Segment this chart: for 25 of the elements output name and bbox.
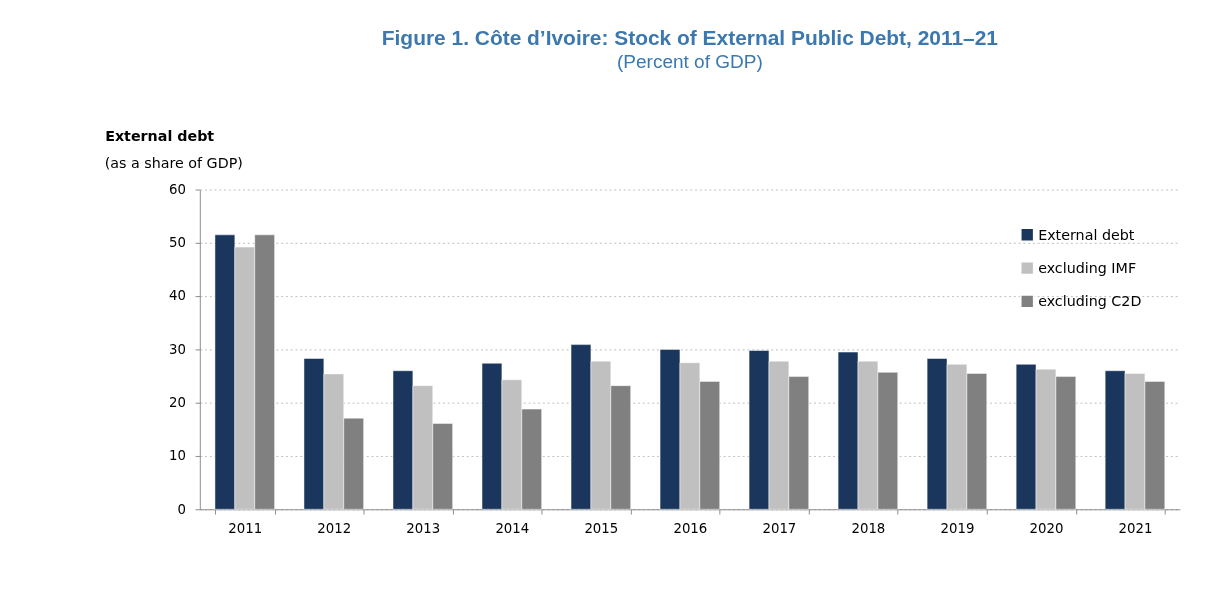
- x-tick-label: 2013: [406, 520, 441, 536]
- x-tick-label: 2017: [762, 520, 797, 536]
- x-tick-label: 2019: [940, 520, 975, 536]
- x-tick-label: 2011: [228, 520, 263, 536]
- legend-label: excluding C2D: [1038, 293, 1142, 310]
- y-tick-label: 10: [169, 448, 187, 464]
- chart-subtitle: (Percent of GDP): [616, 50, 763, 72]
- x-tick-label: 2015: [584, 520, 619, 536]
- x-tick-label: 2020: [1029, 520, 1064, 536]
- legend-label: External debt: [1038, 226, 1135, 243]
- text: (as a share of GDP): [104, 154, 243, 171]
- y-tick-label: 40: [169, 288, 187, 304]
- x-tick-label: 2012: [317, 520, 352, 536]
- x-tick-label: 2018: [851, 520, 886, 536]
- y-tick-label: 30: [169, 341, 187, 357]
- x-tick-label: 2016: [673, 520, 708, 536]
- y-tick-label: 60: [169, 181, 187, 197]
- chart-title: Figure 1. Côte d’Ivoire: Stock of External Public Debt, 2011–21: [381, 25, 999, 49]
- y-tick-label: 20: [169, 394, 187, 410]
- x-tick-label: 2014: [495, 520, 530, 536]
- y-tick-label: 50: [169, 235, 187, 251]
- y-tick-label: 0: [177, 501, 187, 517]
- x-tick-label: 2021: [1118, 520, 1153, 536]
- legend-label: excluding IMF: [1038, 259, 1137, 276]
- y-axis-title: External debt: [105, 128, 215, 145]
